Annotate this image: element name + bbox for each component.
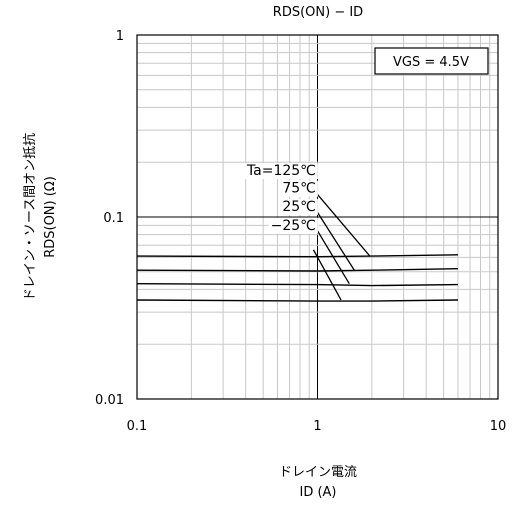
- annotation-label-bg: [243, 163, 318, 180]
- y-axis-label-sub: RDS(ON) (Ω): [43, 176, 58, 258]
- annotation-label-bg: [280, 198, 318, 215]
- annotation-leader-3: [312, 249, 342, 301]
- y-tick-label: 0.1: [103, 211, 124, 226]
- series-line-1: [136, 268, 459, 272]
- annotation-label-bg: [268, 217, 318, 234]
- y-tick-label: 1: [116, 29, 124, 44]
- annotation-leader-0: [317, 194, 371, 257]
- y-tick-label: 0.01: [95, 393, 124, 408]
- annotation-leader-2: [316, 230, 350, 285]
- y-axis-label: ドレイン・ソース間オン抵抗: [23, 133, 38, 301]
- x-axis-label: ドレイン電流: [279, 465, 357, 480]
- y-tick-labels: 0.01 0.1 1: [95, 29, 124, 408]
- series-line-3: [136, 299, 459, 302]
- grid-lines: [137, 35, 498, 399]
- x-tick-labels: 0.1 1 10: [127, 419, 507, 434]
- annotation-label-1: 75℃: [282, 181, 316, 197]
- plot-area-frame: [136, 34, 499, 400]
- condition-box: VGS = 4.5V: [374, 47, 489, 75]
- annotation-leader-1: [316, 212, 355, 271]
- series-line-2: [136, 283, 459, 287]
- annotation-label-0: Ta=125℃: [246, 163, 316, 179]
- annotation-label-2: 25℃: [282, 199, 316, 215]
- x-tick-label: 10: [490, 419, 507, 434]
- series-line-0: [136, 254, 459, 258]
- annotation-label-bg: [280, 180, 318, 197]
- x-axis-label-sub: ID (A): [299, 485, 336, 500]
- series-layer: [136, 254, 459, 302]
- annotation-layer: Ta=125℃ 75℃ 25℃ −25℃: [243, 163, 371, 301]
- x-tick-label: 0.1: [127, 419, 148, 434]
- chart-title: RDS(ON) − ID: [273, 5, 363, 20]
- x-tick-label: 1: [313, 419, 321, 434]
- condition-box-text: VGS = 4.5V: [393, 55, 469, 70]
- annotation-label-3: −25℃: [271, 218, 316, 234]
- condition-box-frame: [374, 47, 489, 75]
